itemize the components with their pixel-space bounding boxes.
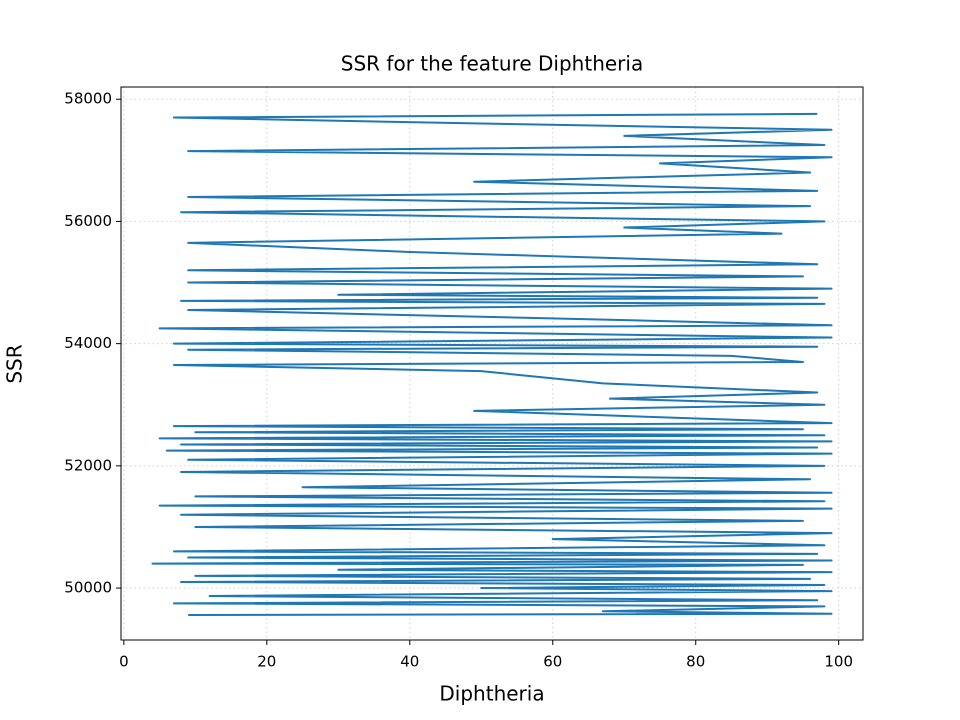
axes-frame — [120, 86, 864, 641]
x-tick-label: 40 — [400, 653, 419, 671]
y-tick-label: 50000 — [64, 579, 112, 597]
x-tick-label: 100 — [824, 653, 853, 671]
x-tick-label: 80 — [686, 653, 705, 671]
y-tick-label: 54000 — [64, 334, 112, 352]
x-tick-label: 20 — [257, 653, 276, 671]
x-tick-label: 60 — [543, 653, 562, 671]
data-line — [151, 112, 833, 616]
chart-title: SSR for the feature Diphtheria — [341, 52, 643, 76]
y-tick-label: 56000 — [64, 212, 112, 230]
x-axis-label: Diphtheria — [439, 682, 544, 706]
y-tick-label: 52000 — [64, 456, 112, 474]
y-tick-label: 58000 — [64, 90, 112, 108]
x-tick-label: 0 — [119, 653, 129, 671]
y-axis-label: SSR — [3, 344, 27, 383]
plot-area: 0 20 40 60 80 100 50000 52000 54000 56000 58000 — [64, 87, 863, 671]
